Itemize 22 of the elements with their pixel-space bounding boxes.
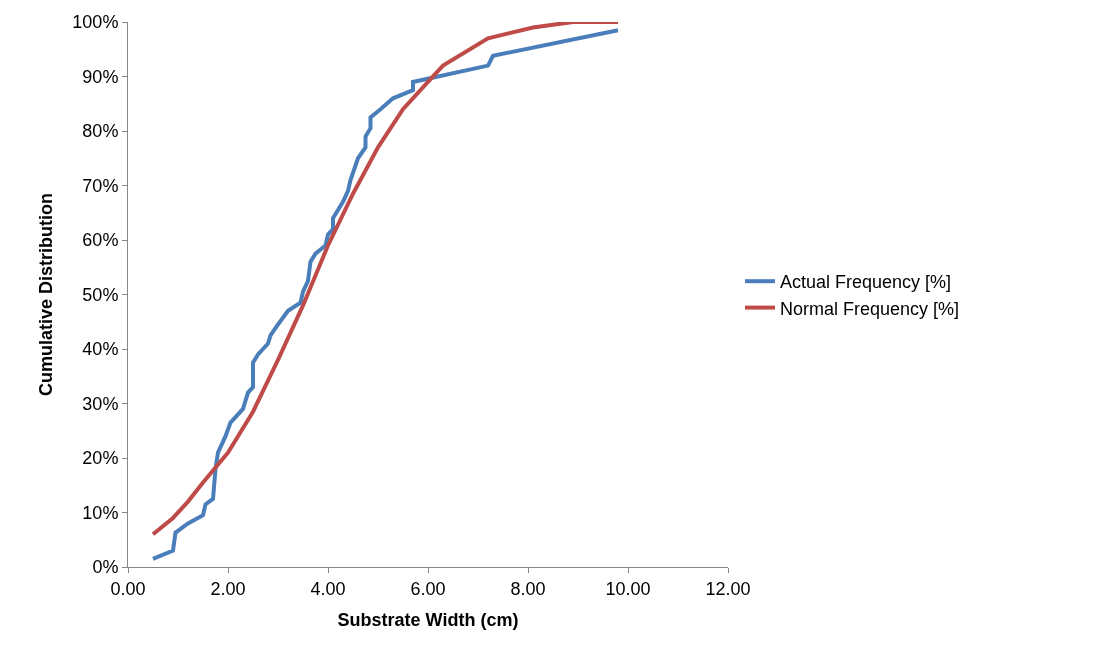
y-tick-label: 90% <box>82 66 119 87</box>
y-tick-label: 0% <box>92 557 119 578</box>
y-tick-label: 100% <box>72 12 119 33</box>
y-tick-label: 30% <box>82 393 119 414</box>
x-tick-label: 0.00 <box>110 578 146 599</box>
y-tick-label: 60% <box>82 230 119 251</box>
x-tick-label: 2.00 <box>210 578 246 599</box>
y-tick-label: 40% <box>82 339 119 360</box>
y-tick-label: 20% <box>82 448 119 469</box>
x-axis-title: Substrate Width (cm) <box>337 609 519 630</box>
x-tick-label: 4.00 <box>310 578 346 599</box>
legend-label: Normal Frequency [%] <box>780 298 960 319</box>
legend-label: Actual Frequency [%] <box>780 272 952 293</box>
y-tick-label: 10% <box>82 502 119 523</box>
y-axis-title: Cumulative Distribution <box>35 192 56 397</box>
y-tick-label: 70% <box>82 175 119 196</box>
y-tick-label: 80% <box>82 121 119 142</box>
x-tick-label: 10.00 <box>605 578 651 599</box>
x-tick-label: 8.00 <box>510 578 546 599</box>
y-tick-label: 50% <box>82 284 119 305</box>
x-tick-label: 6.00 <box>410 578 446 599</box>
x-tick-label: 12.00 <box>705 578 751 599</box>
